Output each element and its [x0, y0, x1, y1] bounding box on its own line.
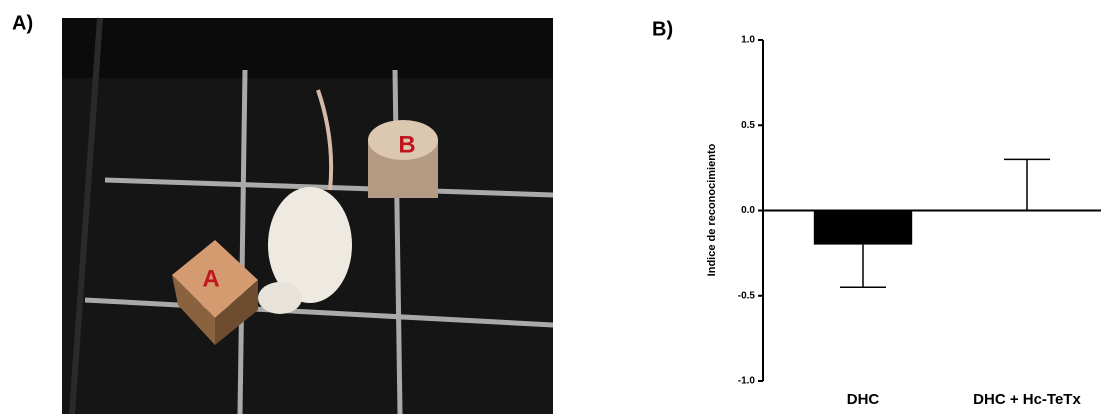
object-label: A [202, 265, 219, 292]
figure: A) A B B) Indice de reconocimiento -1.0 -… [0, 0, 1101, 414]
y-tick-label: 0.0 [741, 205, 755, 216]
bar [814, 211, 912, 245]
x-tick-label: DHC + Hc-TeTx [973, 391, 1081, 408]
y-tick-label: -1.0 [738, 376, 756, 387]
panel-label: B) [652, 18, 673, 40]
y-axis-title: Indice de reconocimiento [706, 143, 718, 276]
y-tick-label: -0.5 [738, 290, 756, 301]
x-tick-label: DHC [847, 391, 880, 408]
y-tick-label: 0.5 [741, 120, 755, 131]
photo: A B [62, 18, 553, 414]
y-tick-label: 1.0 [741, 35, 755, 46]
panel-label: A) [12, 12, 33, 34]
object-label: B [398, 131, 415, 158]
